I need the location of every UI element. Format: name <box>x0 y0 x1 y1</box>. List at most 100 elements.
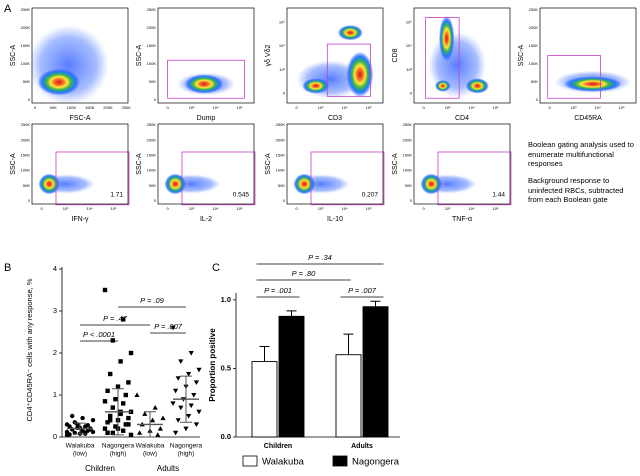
p-value: P = .47 <box>103 314 128 323</box>
x-tick-label: 10⁴ <box>213 206 219 211</box>
y-tick-label: 1.0 <box>221 295 231 304</box>
p-value: P < .0001 <box>83 330 115 339</box>
y-tick-label: 0 <box>283 91 286 96</box>
gate-value: 1.44 <box>492 192 505 199</box>
density <box>162 173 221 195</box>
data-point <box>70 413 75 419</box>
gate-value: 0.545 <box>233 192 250 199</box>
y-tick-label: 0 <box>28 97 31 102</box>
y-tick-label: 150K <box>21 152 31 157</box>
flow-plot: IL-10 SSC-A 0 10³ 10⁴ 10⁵ 0 50K 100K 150K 200K 250K… <box>265 122 385 223</box>
data-point <box>105 420 110 425</box>
note: Boolean gating analysis used to enumerat… <box>528 140 634 168</box>
x-tick-label: 10⁴ <box>213 105 219 110</box>
data-point <box>170 401 176 406</box>
density-blob <box>435 80 451 92</box>
x-tick-label: 200K <box>103 105 113 110</box>
gate-value: 0.207 <box>362 192 379 199</box>
x-tick-label: 10⁵ <box>366 206 372 211</box>
flow-plot: IL-2 SSC-A 0 10³ 10⁴ 10⁵ 0 50K 100K 150K 200K 250K 0… <box>136 122 256 223</box>
data-point <box>115 384 121 389</box>
density-blob <box>337 25 363 41</box>
y-tick-label: 10⁵ <box>279 19 285 24</box>
data-point <box>67 432 72 437</box>
y-tick-label: 150K <box>529 43 539 48</box>
x-tick-label: 50K <box>50 105 57 110</box>
group-label: Children <box>85 464 115 473</box>
panel-label: B <box>4 262 11 274</box>
plot-frame <box>539 7 637 104</box>
y-tick-label: 2 <box>53 348 57 357</box>
flow-plot: Dump SSC-A 0 10³ 10⁴ 10⁵ 0 50K 100K 150K 200K 250K <box>136 7 255 122</box>
data-point <box>102 287 108 293</box>
y-tick-label: 200K <box>276 137 286 142</box>
data-point <box>118 359 123 364</box>
data-point <box>188 351 194 356</box>
y-tick-label: 150K <box>147 152 157 157</box>
y-tick-label: 200K <box>21 25 31 30</box>
data-point <box>105 388 110 393</box>
x-tick-label: 10³ <box>189 105 195 110</box>
data-point <box>196 367 202 373</box>
data-point <box>121 317 126 322</box>
y-tick-label: 0 <box>154 198 157 203</box>
plot-frame <box>157 123 255 205</box>
x-tick-label: 0 <box>166 206 169 211</box>
x-axis-label: CD3 <box>328 115 342 122</box>
x-tick-label: 10³ <box>445 105 451 110</box>
y-tick-label: 50K <box>149 79 156 84</box>
y-tick-label: 50K <box>531 79 538 84</box>
x-tick-label: 10⁴ <box>595 105 601 110</box>
x-axis-label: CD4 <box>455 115 469 122</box>
flow-plot: CD4 CD8 0 10³ 10⁴ 10⁵ 0 10³ 10⁴ 10⁵ <box>392 7 511 122</box>
y-tick-label: 10⁴ <box>406 43 412 48</box>
density-blob <box>184 74 224 94</box>
data-point <box>105 430 110 435</box>
data-point <box>110 405 115 410</box>
p-value: P = .09 <box>140 296 165 305</box>
x-tick-label: 0 <box>34 105 37 110</box>
x-tick-label: 250K <box>122 105 132 110</box>
y-tick-label: 3 <box>53 306 57 315</box>
data-point <box>193 422 199 427</box>
data-point <box>137 430 143 435</box>
data-point <box>83 424 88 429</box>
x-tick-label: 10⁵ <box>237 105 243 110</box>
data-point <box>102 399 108 404</box>
y-axis-label: CD8 <box>392 48 399 62</box>
y-tick-label: 10⁵ <box>406 19 412 24</box>
data-point <box>121 401 126 406</box>
y-tick-label: 10³ <box>406 67 412 72</box>
x-tick-label: 0 <box>295 206 298 211</box>
legend-swatch <box>332 455 348 467</box>
y-tick-label: 200K <box>529 25 539 30</box>
y-tick-label: 200K <box>147 137 157 142</box>
data-point <box>108 413 113 419</box>
y-tick-label: 250K <box>147 122 157 127</box>
error-bar <box>286 310 297 317</box>
density-blob <box>438 15 455 62</box>
gate <box>547 55 601 99</box>
x-tick-label: 0 <box>40 206 43 211</box>
data-point <box>150 417 156 423</box>
y-tick-label: 100K <box>403 168 413 173</box>
flow-plot: CD45RA SSC-A 0 10³ 10⁴ 10⁵ 0 50K 100K 150K 200K 250… <box>518 7 637 122</box>
data-point <box>110 338 115 343</box>
data-point <box>80 415 85 421</box>
gate <box>326 43 371 97</box>
gate <box>181 151 256 206</box>
data-point <box>170 325 176 331</box>
p-value: P = .34 <box>308 253 332 262</box>
flow-plot: FSC-A SSC-A 0 50K 100K 150K 200K 250K 0 50K 100K 15… <box>10 7 131 122</box>
x-tick-label: 100K <box>67 105 77 110</box>
x-axis-label: IL-10 <box>327 216 343 223</box>
data-point <box>186 414 192 419</box>
x-tick-label: 0 <box>295 105 298 110</box>
y-tick-label: 100K <box>21 168 31 173</box>
y-tick-label: 50K <box>405 183 412 188</box>
data-point <box>113 397 118 402</box>
x-tick-label: 10³ <box>571 105 577 110</box>
y-axis-label: SSC-A <box>10 44 17 66</box>
